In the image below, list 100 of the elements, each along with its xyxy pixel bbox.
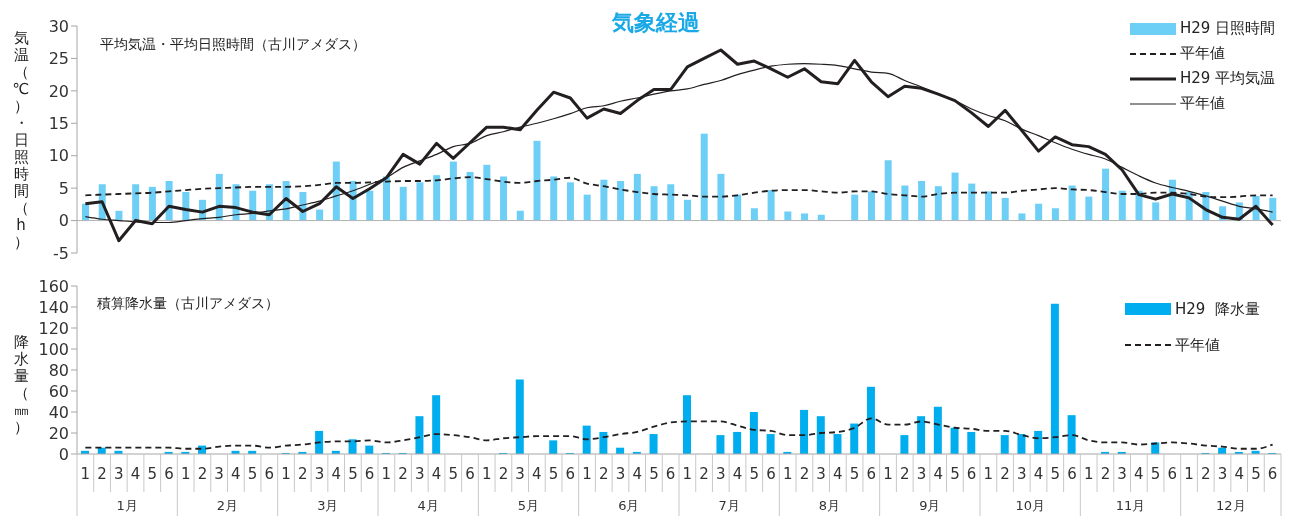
x-tick-label: 2 — [297, 465, 308, 483]
text: 8月 — [818, 498, 841, 513]
x-tick-label: 5 — [1251, 465, 1261, 483]
legend-label: 平年値 — [1180, 44, 1225, 63]
x-tick-label: 4 — [632, 465, 642, 483]
y-axis-title: 降水量（㎜） — [12, 333, 30, 436]
x-tick-label: 4 — [1234, 465, 1244, 483]
legend-label: H29 日照時間 — [1180, 19, 1276, 38]
x-tick-label: 3 — [214, 465, 224, 483]
x-tick-label: 5 — [749, 465, 760, 483]
x-tick-label: 6 — [1167, 465, 1178, 483]
y-tick-label: 160 — [38, 276, 69, 296]
x-tick-label: 6 — [465, 465, 475, 483]
y-tick-label: 0 — [58, 444, 69, 464]
x-tick-label: 2 — [398, 465, 408, 483]
x-tick-label: 1 — [180, 465, 191, 483]
x-tick-label: 6 — [565, 465, 576, 483]
x-tick-label: 4 — [732, 465, 743, 483]
x-tick-label: 6 — [766, 465, 776, 483]
text: 平均気温・平均日照時間（古川アメダス） — [100, 36, 366, 54]
y-tick-label: 25 — [48, 49, 69, 69]
text: 6月 — [618, 498, 640, 513]
x-tick-label: 5 — [1050, 465, 1061, 483]
text: 9月 — [919, 498, 941, 513]
y-tick-label: 0 — [58, 211, 69, 231]
y-tick-label: 5 — [58, 178, 69, 198]
x-tick-label: 1 — [381, 465, 392, 483]
x-tick-label: 1 — [782, 465, 793, 483]
x-tick-label: 5 — [950, 465, 960, 483]
text: 1月 — [116, 498, 138, 513]
x-tick-label: 3 — [1117, 465, 1127, 483]
y-tick-label: 30 — [48, 16, 69, 36]
x-tick-label: 4 — [331, 465, 341, 483]
x-tick-label: 2 — [1000, 465, 1010, 483]
y-tick-label: 100 — [38, 339, 69, 359]
x-tick-label: 1 — [80, 465, 91, 483]
x-tick-label: 2 — [498, 465, 509, 483]
x-tick-label: 1 — [883, 465, 893, 483]
x-tick-label: 2 — [598, 465, 609, 483]
x-tick-label: 2 — [1100, 465, 1111, 483]
x-tick-label: 6 — [164, 465, 174, 483]
legend-label: 平年値 — [1175, 335, 1220, 355]
x-tick-label: 5 — [849, 465, 860, 483]
x-tick-label: 5 — [448, 465, 459, 483]
x-tick-label: 5 — [147, 465, 158, 483]
y-tick-label: 20 — [48, 423, 69, 443]
text: 積算降水量（古川アメダス） — [97, 295, 279, 313]
x-tick-label: 2 — [699, 465, 709, 483]
y-tick-label: 120 — [38, 318, 69, 338]
text: 3月 — [317, 498, 339, 513]
x-tick-label: 1 — [481, 465, 492, 483]
x-tick-label: 6 — [1267, 465, 1278, 483]
x-tick-label: 5 — [247, 465, 258, 483]
x-tick-label: 2 — [1200, 465, 1211, 483]
x-tick-label: 4 — [833, 465, 843, 483]
x-tick-label: 3 — [415, 465, 425, 483]
x-tick-label: 4 — [1134, 465, 1144, 483]
x-tick-label: 6 — [665, 465, 676, 483]
x-tick-label: 5 — [548, 465, 559, 483]
x-tick-label: 1 — [281, 465, 291, 483]
x-tick-label: 5 — [1150, 465, 1161, 483]
x-tick-label: 1 — [983, 465, 994, 483]
x-tick-label: 3 — [816, 465, 826, 483]
x-tick-label: 4 — [431, 465, 442, 483]
x-tick-label: 2 — [899, 465, 910, 483]
y-tick-label: 80 — [48, 360, 69, 380]
text: 4月 — [417, 498, 439, 513]
x-tick-label: 3 — [114, 465, 124, 483]
x-tick-label: 3 — [615, 465, 626, 483]
text: 2月 — [216, 498, 239, 513]
y-tick-label: -5 — [53, 243, 69, 263]
x-tick-label: 3 — [515, 465, 525, 483]
y-tick-label: 60 — [48, 381, 69, 401]
x-tick-label: 1 — [1083, 465, 1094, 483]
y-tick-label: 20 — [48, 81, 69, 101]
x-tick-label: 4 — [231, 465, 241, 483]
x-tick-label: 2 — [799, 465, 810, 483]
x-tick-label: 6 — [966, 465, 977, 483]
x-tick-label: 1 — [582, 465, 592, 483]
legend-label: 平年値 — [1180, 94, 1225, 113]
x-tick-label: 6 — [364, 465, 375, 483]
text: 12月 — [1216, 498, 1246, 513]
x-tick-label: 6 — [866, 465, 877, 483]
y-tick-label: 140 — [38, 297, 69, 317]
legend-label: H29 平均気温 — [1180, 69, 1276, 88]
x-tick-label: 5 — [649, 465, 659, 483]
x-tick-label: 3 — [1217, 465, 1228, 483]
y-tick-label: 10 — [48, 146, 69, 166]
x-tick-label: 2 — [197, 465, 208, 483]
x-tick-label: 4 — [130, 465, 141, 483]
x-tick-label: 6 — [264, 465, 275, 483]
x-tick-label: 3 — [1017, 465, 1027, 483]
x-tick-label: 4 — [1033, 465, 1044, 483]
text: 気温（℃）・日照時間（h） — [12, 28, 30, 251]
x-tick-label: 1 — [682, 465, 693, 483]
x-tick-label: 5 — [348, 465, 358, 483]
x-tick-label: 4 — [532, 465, 542, 483]
chart-title: 気象経過 — [611, 10, 700, 35]
text: 10月 — [1015, 498, 1045, 513]
x-tick-label: 3 — [916, 465, 927, 483]
